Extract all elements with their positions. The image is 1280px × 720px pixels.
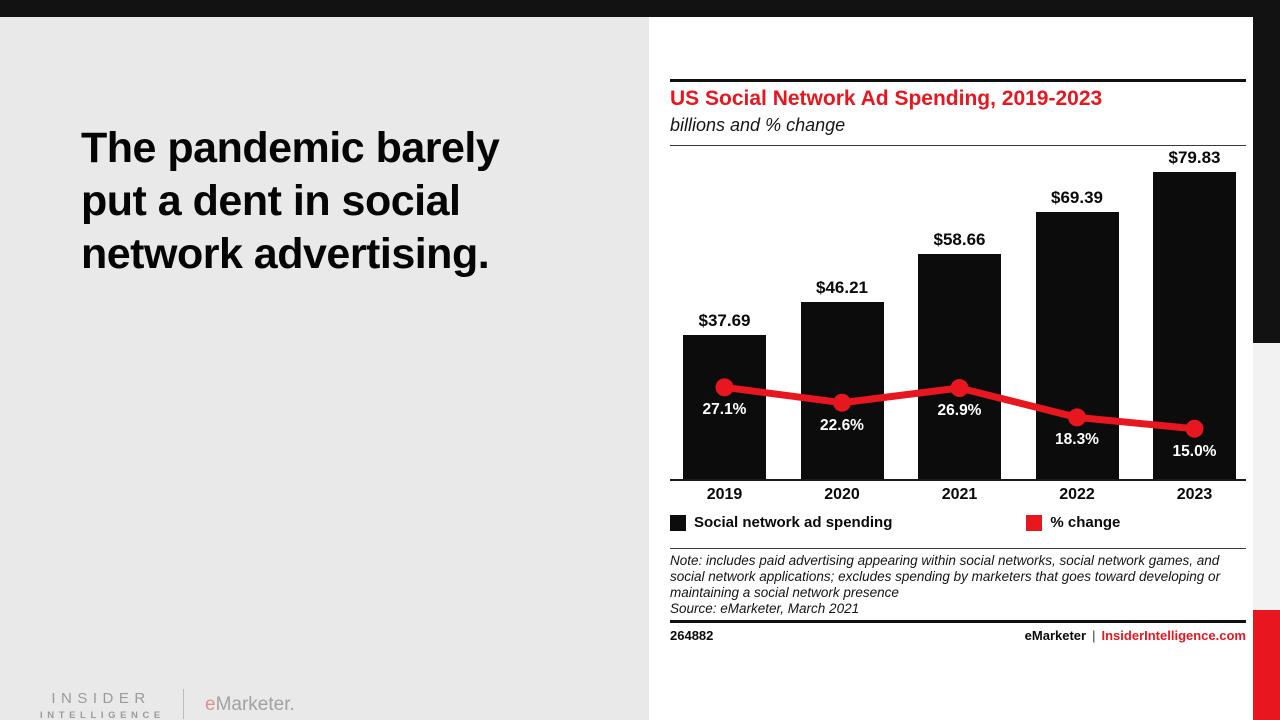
slide-headline: The pandemic barely put a dent in social… xyxy=(81,124,500,278)
emarketer-rest: Marketer. xyxy=(215,694,295,715)
logo-line-intelligence: INTELLIGENCE xyxy=(40,710,165,720)
left-text-panel: The pandemic barely put a dent in social… xyxy=(0,17,649,720)
chart-footer-brand-line: eMarketer | InsiderIntelligence.com xyxy=(1025,628,1246,643)
footer-divider: | xyxy=(1092,628,1096,643)
pct-change-label-2019: 27.1% xyxy=(702,401,747,419)
pct-change-line xyxy=(715,378,1204,438)
x-axis-label-2019: 2019 xyxy=(706,486,743,503)
chart-note: Note: includes paid advertising appearin… xyxy=(670,553,1221,600)
pct-change-point-2020 xyxy=(833,393,851,412)
chart-source: Source: eMarketer, March 2021 xyxy=(670,601,860,616)
pct-change-point-2023 xyxy=(1185,419,1204,438)
x-axis-line xyxy=(670,479,1246,481)
bar-value-2019: $37.69 xyxy=(698,310,751,330)
logo-divider xyxy=(183,689,184,719)
footer-rule xyxy=(670,620,1246,623)
pct-change-label-2023: 15.0% xyxy=(1172,442,1217,460)
emarketer-e: e xyxy=(205,694,216,715)
footer-site-link: InsiderIntelligence.com xyxy=(1101,628,1247,643)
logo-line-insider: INSIDER xyxy=(51,690,151,707)
note-rule xyxy=(670,548,1246,549)
insider-intelligence-wordmark: INSIDER INTELLIGENCE xyxy=(40,690,162,720)
bar-2022 xyxy=(1035,212,1119,480)
footer-emarketer: eMarketer xyxy=(1024,628,1087,643)
bar-2020 xyxy=(800,301,884,480)
pct-change-point-2019 xyxy=(715,378,734,397)
chart-subtitle: billions and % change xyxy=(670,115,846,135)
chart-header-rule xyxy=(670,145,1246,146)
pct-change-label-2020: 22.6% xyxy=(820,416,864,434)
legend-swatch-ad-spending xyxy=(670,514,686,531)
pct-change-label-2022: 18.3% xyxy=(1055,431,1099,449)
right-edge-black-strip xyxy=(1253,0,1280,343)
top-black-bar xyxy=(0,0,1280,17)
right-edge-red-strip xyxy=(1253,610,1280,720)
bar-2019 xyxy=(683,334,766,480)
pct-change-point-2021 xyxy=(950,379,969,398)
bar-value-2021: $58.66 xyxy=(933,229,986,249)
pct-change-label-2021: 26.9% xyxy=(937,402,982,419)
chart-top-rule xyxy=(670,79,1246,82)
legend-label-pct-change: % change xyxy=(1050,514,1121,531)
pct-change-point-2022 xyxy=(1068,408,1086,427)
x-axis-label-2022: 2022 xyxy=(1059,486,1095,503)
chart-id: 264882 xyxy=(670,628,714,643)
legend-swatch-pct-change xyxy=(1026,514,1043,531)
chart-title: US Social Network Ad Spending, 2019-2023 xyxy=(670,87,1103,110)
emarketer-wordmark: eMarketer. xyxy=(205,694,295,716)
bar-value-2022: $69.39 xyxy=(1051,188,1103,208)
bar-2021 xyxy=(918,253,1001,480)
x-axis-label-2021: 2021 xyxy=(941,486,978,503)
chart-legend: Social network ad spending % change xyxy=(670,514,1120,531)
x-axis-label-2020: 2020 xyxy=(824,486,860,503)
chart-plot-area: $37.69 27.1% 2019 $46.21 22.6% 2020 $58.66 26.9… xyxy=(670,148,1246,503)
bar-value-2023: $79.83 xyxy=(1168,147,1221,167)
legend-label-ad-spending: Social network ad spending xyxy=(694,514,893,531)
right-edge-gray-strip xyxy=(1253,343,1280,610)
x-axis-label-2023: 2023 xyxy=(1176,486,1213,503)
bar-value-2020: $46.21 xyxy=(816,277,868,297)
